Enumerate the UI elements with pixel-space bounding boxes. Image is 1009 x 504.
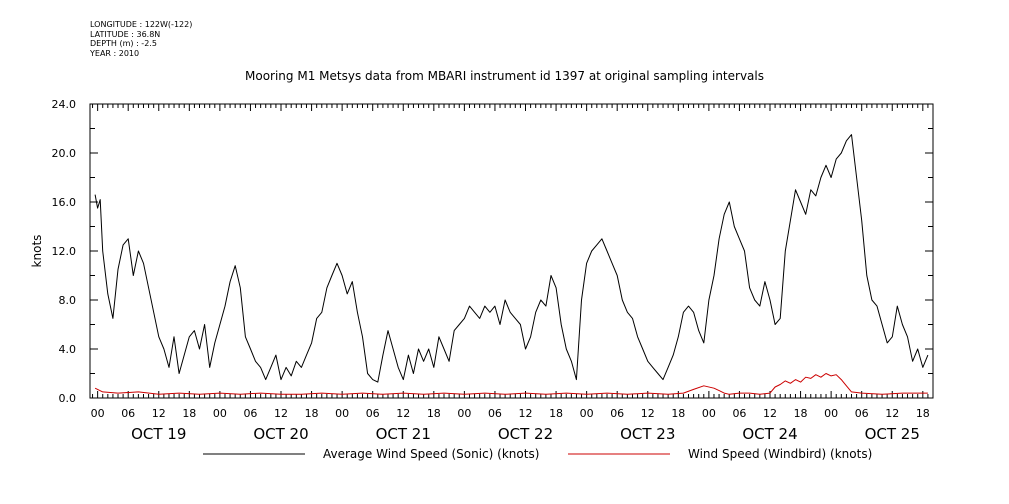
- x-day-label: OCT 23: [620, 425, 675, 443]
- axis-ticks: [90, 103, 934, 399]
- y-tick-label: 16.0: [52, 196, 77, 209]
- x-day-label: OCT 21: [376, 425, 431, 443]
- x-tick-label: 12: [763, 407, 777, 420]
- x-tick-label: 00: [457, 407, 471, 420]
- y-tick-label: 24.0: [52, 98, 77, 111]
- x-day-label: OCT 20: [253, 425, 308, 443]
- legend-label: Wind Speed (Windbird) (knots): [688, 447, 872, 461]
- x-tick-label: 00: [702, 407, 716, 420]
- x-tick-label: 18: [549, 407, 563, 420]
- x-tick-label: 18: [427, 407, 441, 420]
- legend: Average Wind Speed (Sonic) (knots) Wind S…: [203, 447, 872, 461]
- legend-label: Average Wind Speed (Sonic) (knots): [323, 447, 539, 461]
- year-text: YEAR : 2010: [90, 48, 140, 58]
- x-tick-label: 18: [671, 407, 685, 420]
- metadata-block: LONGITUDE : 122W(-122) LATITUDE : 36.8N …: [90, 20, 192, 58]
- y-tick-label: 12.0: [52, 245, 77, 258]
- x-tick-label: 18: [916, 407, 930, 420]
- x-tick-label: 12: [885, 407, 899, 420]
- x-tick-label: 00: [335, 407, 349, 420]
- x-tick-label: 06: [366, 407, 380, 420]
- depth-text: DEPTH (m) : -2.5: [90, 39, 157, 48]
- y-tick-label: 20.0: [52, 147, 77, 160]
- x-tick-label: 06: [855, 407, 869, 420]
- x-tick-label: 18: [794, 407, 808, 420]
- series-lines: [94, 134, 929, 395]
- x-tick-label: 00: [213, 407, 227, 420]
- x-tick-label: 00: [580, 407, 594, 420]
- longitude-text: LONGITUDE : 122W(-122): [90, 20, 193, 29]
- x-tick-label: 06: [121, 407, 135, 420]
- y-tick-label: 4.0: [59, 343, 77, 356]
- x-day-label: OCT 25: [865, 425, 920, 443]
- x-day-label: OCT 24: [742, 425, 797, 443]
- axis-labels: 00 06 12 18 OCT 19 00 06 12 18 OCT 20 00 06 12 18 OCT …: [52, 98, 930, 443]
- x-tick-label: 06: [610, 407, 624, 420]
- x-tick-label: 12: [519, 407, 533, 420]
- x-tick-label: 06: [243, 407, 257, 420]
- x-tick-label: 12: [152, 407, 166, 420]
- plot-frame: [89, 103, 934, 399]
- x-tick-label: 18: [182, 407, 196, 420]
- series-line-windbird: [94, 373, 928, 395]
- x-tick-label: 12: [274, 407, 288, 420]
- y-tick-label: 0.0: [59, 392, 77, 405]
- x-tick-label: 06: [732, 407, 746, 420]
- x-tick-label: 06: [488, 407, 502, 420]
- y-tick-label: 8.0: [59, 294, 77, 307]
- y-axis-label: knots: [30, 235, 44, 268]
- x-tick-label: 18: [305, 407, 319, 420]
- x-tick-label: 00: [91, 407, 105, 420]
- x-day-label: OCT 22: [498, 425, 553, 443]
- x-day-label: OCT 19: [131, 425, 186, 443]
- latitude-text: LATITUDE : 36.8N: [90, 29, 161, 39]
- series-line-sonic: [94, 134, 929, 383]
- chart-title: Mooring M1 Metsys data from MBARI instru…: [245, 69, 764, 83]
- x-tick-label: 12: [641, 407, 655, 420]
- x-tick-label: 12: [396, 407, 410, 420]
- x-tick-label: 00: [824, 407, 838, 420]
